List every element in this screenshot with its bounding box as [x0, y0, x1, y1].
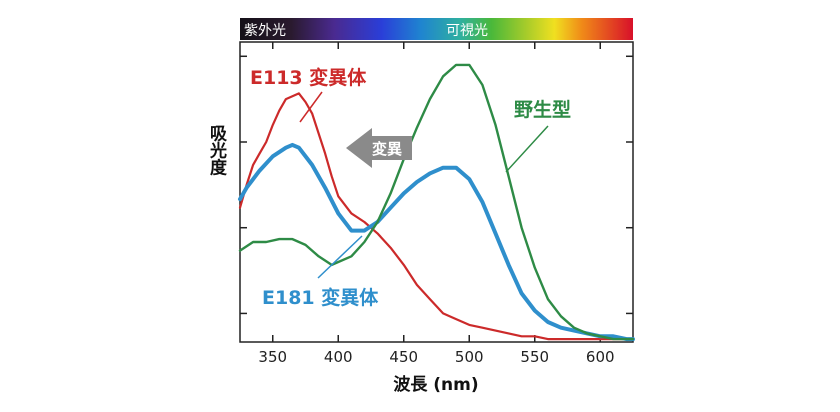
series-lines [238, 63, 635, 342]
uv-band-label: 紫外光 [244, 23, 286, 39]
left-arrow-icon [346, 128, 412, 168]
leader-line-wildtype [505, 125, 549, 173]
leader-line-e181 [317, 235, 363, 279]
spectrum-bar: 紫外光 可視光 [240, 18, 633, 40]
x-tick-label: 350 [258, 348, 287, 366]
series-line-e181 [238, 142, 635, 342]
arrow-label: 変異 [372, 140, 402, 158]
x-tick-label: 400 [324, 348, 353, 366]
x-tick-label: 500 [455, 348, 484, 366]
y-axis-title: 吸光度 [206, 125, 228, 177]
series-line-e113 [238, 92, 635, 341]
x-tick-labels: 350 400 450 500 550 600 [258, 348, 614, 366]
series-label-e113: E113 変異体 [250, 66, 367, 89]
series-label-e181: E181 変異体 [262, 286, 379, 309]
spectrum-gradient [240, 18, 633, 40]
x-tick-label: 450 [389, 348, 418, 366]
visible-band-label: 可視光 [446, 23, 488, 39]
mutation-arrow: 変異 [346, 128, 412, 168]
series-label-wildtype: 野生型 [514, 98, 571, 121]
x-tick-label: 550 [520, 348, 549, 366]
plot-frame [239, 41, 634, 343]
x-axis-title: 波長 (nm) [393, 374, 478, 395]
series-annotations: E113 変異体 野生型 E181 変異体 [250, 66, 571, 309]
x-tick-label: 600 [586, 348, 615, 366]
series-line-wildtype [238, 63, 635, 341]
leader-line-e113 [299, 91, 323, 123]
